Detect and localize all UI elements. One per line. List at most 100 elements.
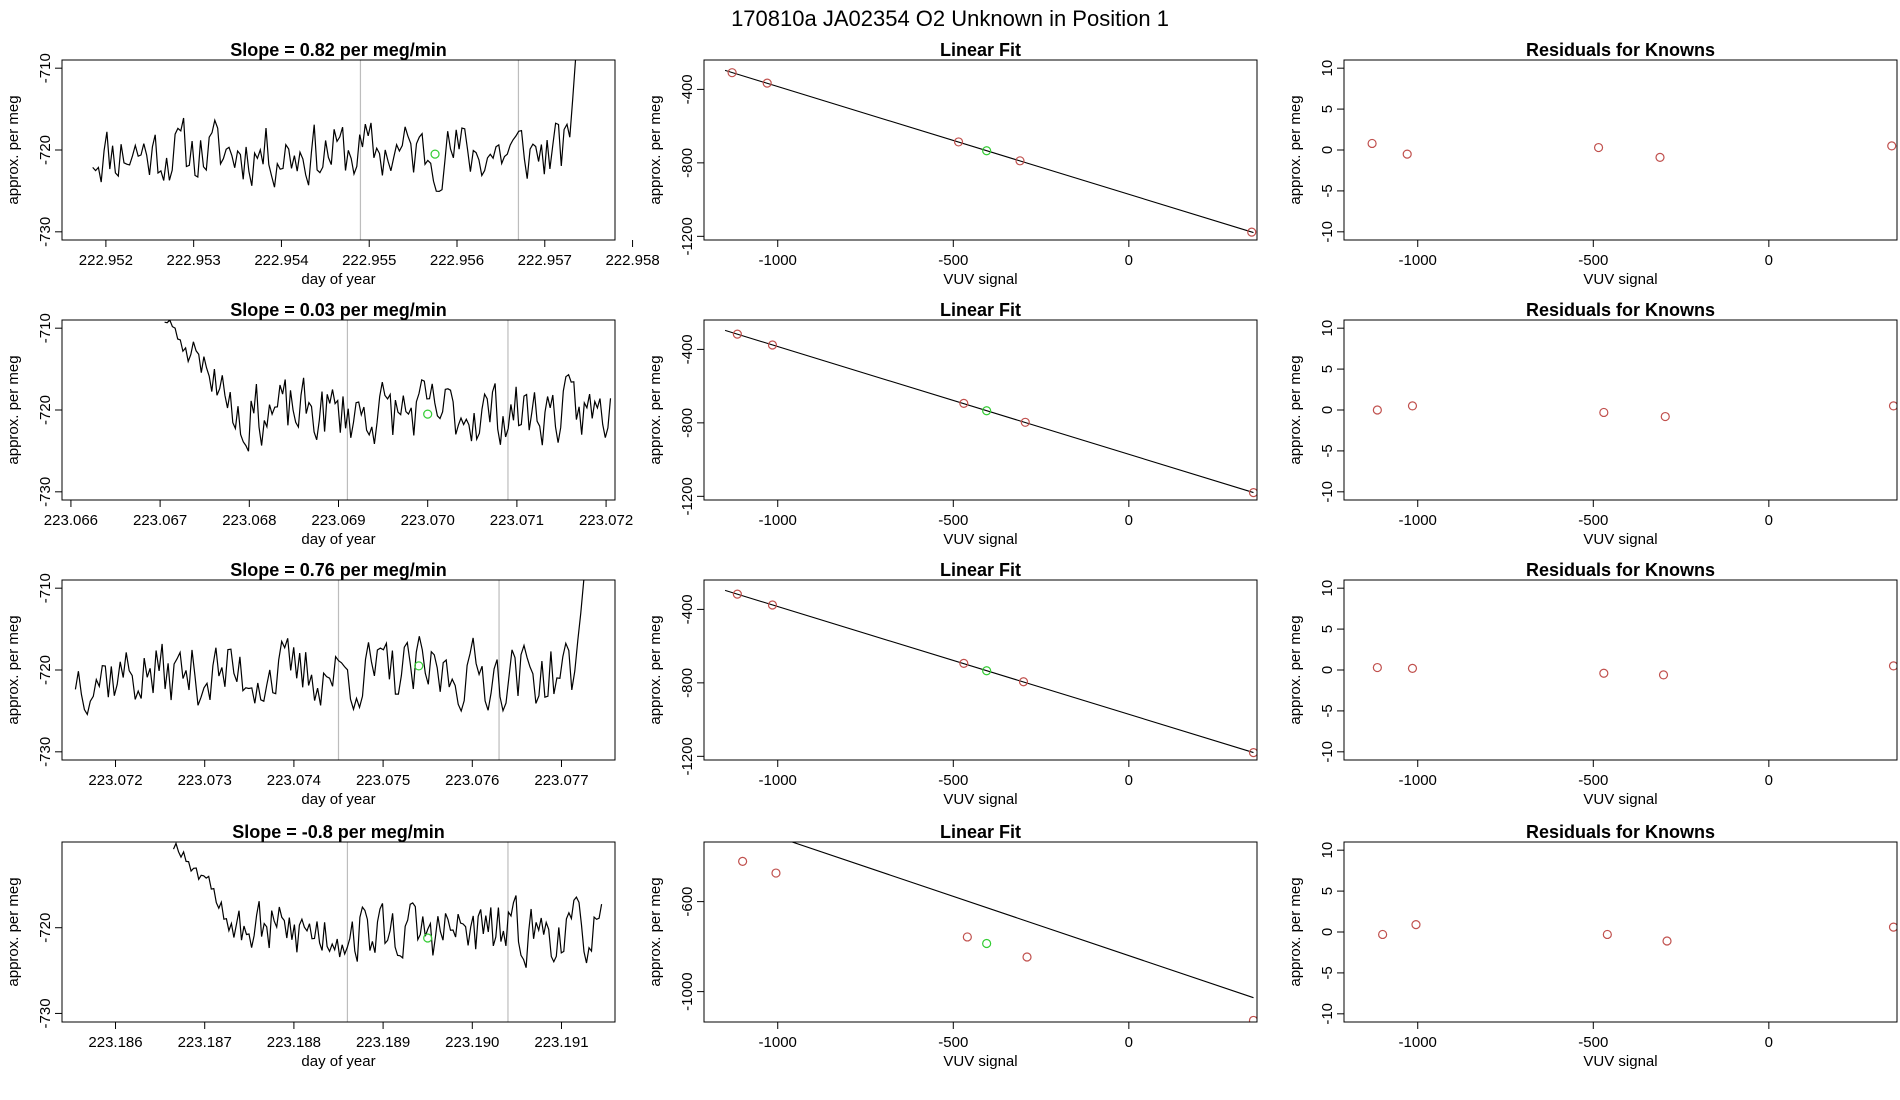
x-tick-label: 0 [1765, 772, 1773, 789]
x-axis-label: VUV signal [943, 531, 1017, 548]
plot-area [724, 68, 1257, 237]
plot-area [74, 580, 585, 717]
plot-area [164, 320, 612, 452]
y-axis-label: approx. per meg [1287, 615, 1304, 724]
known-point [727, 68, 737, 78]
y-tick-label: 0 [1319, 146, 1336, 154]
y-tick-label: 0 [1319, 666, 1336, 674]
x-tick-label: -500 [938, 512, 968, 529]
known-point [1888, 922, 1897, 932]
known-point [1887, 141, 1897, 151]
known-point [1248, 1015, 1257, 1022]
known-point [1407, 663, 1418, 673]
y-tick-label: 10 [1319, 842, 1336, 859]
y-tick-label: -10 [1319, 481, 1336, 503]
y-axis-label: approx. per meg [1287, 877, 1304, 986]
plot-area [1378, 920, 1897, 946]
unknown-marker [423, 409, 433, 419]
known-point [1018, 677, 1029, 687]
panel-title: Slope = 0.82 per meg/min [230, 40, 447, 60]
y-tick-label: 5 [1319, 105, 1336, 113]
known-point [767, 340, 778, 350]
known-point [1248, 748, 1257, 758]
panel-3-3: Residuals for Knowns -1000 -500 0 -10 -5 0 5 10 V… [1287, 560, 1898, 808]
panel-3-2: Linear Fit -1000 -500 0 -1200 -800 -400 VUV sig… [647, 560, 1258, 808]
x-axis-label: VUV signal [1583, 271, 1657, 288]
x-tick-label: 0 [1125, 1034, 1133, 1051]
known-point [953, 137, 964, 147]
x-axis-label: VUV signal [943, 791, 1017, 808]
x-tick-label: -1000 [1399, 252, 1437, 269]
plot-frame [1343, 579, 1898, 761]
unknown-marker [423, 933, 433, 943]
x-tick-label: 222.957 [518, 252, 572, 269]
x-axis-label: VUV signal [943, 271, 1017, 288]
x-tick-label: 223.075 [356, 772, 410, 789]
plot-frame [703, 59, 1258, 241]
signal-trace [172, 842, 603, 968]
x-tick-label: -1000 [759, 1034, 797, 1051]
panel-title: Linear Fit [940, 40, 1021, 60]
plot-area [724, 589, 1257, 758]
x-tick-label: 223.188 [267, 1034, 321, 1051]
known-point [1599, 407, 1609, 418]
y-tick-label: -400 [679, 334, 696, 364]
y-axis-label: approx. per meg [1287, 355, 1304, 464]
panel-title: Residuals for Knowns [1526, 40, 1715, 60]
y-axis-label: approx. per meg [5, 95, 22, 204]
known-point [1248, 488, 1257, 498]
x-tick-label: 0 [1125, 252, 1133, 269]
y-tick-label: -600 [679, 887, 696, 917]
x-tick-label: 0 [1765, 252, 1773, 269]
x-tick-label: -500 [1578, 252, 1608, 269]
x-tick-label: 0 [1125, 512, 1133, 529]
known-point [1660, 411, 1670, 422]
x-axis-label: day of year [301, 1053, 375, 1070]
plot-area [172, 842, 603, 968]
known-point [1367, 138, 1377, 149]
plot-area [738, 842, 1257, 1022]
plot-frame [703, 841, 1258, 1023]
plot-frame [703, 579, 1258, 761]
y-tick-label: -730 [37, 217, 54, 247]
x-tick-label: -500 [938, 1034, 968, 1051]
y-tick-label: 5 [1319, 365, 1336, 373]
panel-title: Slope = -0.8 per meg/min [232, 822, 445, 842]
panel-2-1: Slope = 0.03 per meg/min 223.066 223.067 22… [5, 300, 633, 548]
y-tick-label: -730 [37, 477, 54, 507]
y-tick-label: -1200 [679, 737, 696, 775]
known-point [771, 868, 781, 878]
y-tick-label: -10 [1319, 1003, 1336, 1025]
x-tick-label: -1000 [1399, 772, 1437, 789]
figure-title: 170810a JA02354 O2 Unknown in Position 1 [731, 6, 1169, 31]
panel-title: Residuals for Knowns [1526, 822, 1715, 842]
y-axis-label: approx. per meg [1287, 95, 1304, 204]
x-tick-label: 223.067 [133, 512, 187, 529]
x-tick-label: 223.071 [490, 512, 544, 529]
y-tick-label: -710 [37, 573, 54, 603]
y-tick-label: 10 [1319, 320, 1336, 337]
known-point [959, 398, 969, 408]
y-tick-label: -800 [679, 148, 696, 178]
plot-area [1372, 661, 1897, 680]
x-tick-label: 223.070 [401, 512, 455, 529]
y-tick-label: 5 [1319, 887, 1336, 895]
plot-area [724, 329, 1257, 498]
known-point [1888, 661, 1897, 671]
y-axis-label: approx. per meg [5, 877, 22, 986]
plot-area [1372, 401, 1897, 422]
x-tick-label: 222.956 [430, 252, 484, 269]
x-tick-label: 0 [1125, 772, 1133, 789]
x-tick-label: -500 [1578, 772, 1608, 789]
y-tick-label: -400 [679, 594, 696, 624]
known-point [1655, 152, 1665, 162]
x-tick-label: 223.187 [178, 1034, 232, 1051]
y-tick-label: 10 [1319, 580, 1336, 597]
fit-line [790, 842, 1254, 999]
fit-line [724, 329, 1254, 494]
known-point [732, 589, 742, 599]
y-axis-label: approx. per meg [5, 615, 22, 724]
x-tick-label: 222.955 [342, 252, 396, 269]
known-point [1411, 920, 1421, 930]
